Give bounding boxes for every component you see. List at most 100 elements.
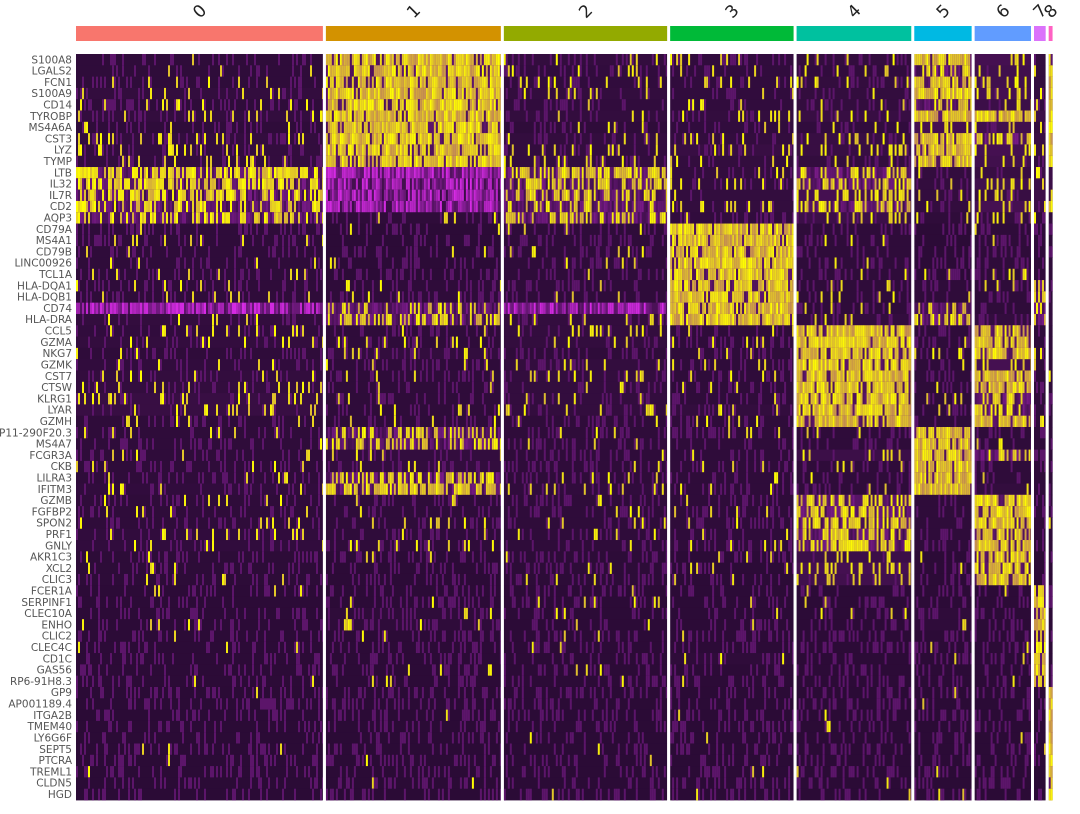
heatmap-cell [940,133,943,145]
heatmap-cell [505,223,508,236]
heatmap-cell [938,155,941,168]
heatmap-cell [455,76,458,89]
heatmap-cell [250,200,252,213]
heatmap-cell [449,87,452,100]
heatmap-cell [802,200,805,213]
heatmap-cell [778,268,781,281]
heatmap-cell [487,76,490,89]
heatmap-cell [176,189,178,202]
heatmap-cell [471,178,474,191]
heatmap-cell [523,223,526,236]
heatmap-cell [126,76,128,89]
heatmap-cell [306,212,308,224]
heatmap-cell [146,280,148,292]
heatmap-cell [591,200,594,213]
heatmap-cell [359,76,362,89]
heatmap-cell [688,155,691,168]
heatmap-cell [986,133,989,145]
heatmap-cell [816,178,819,191]
heatmap-cell [838,268,841,281]
heatmap-cell [820,268,823,281]
heatmap-cell [888,200,891,213]
heatmap-cell [653,155,656,168]
heatmap-cell [611,133,614,145]
heatmap-cell [477,223,480,236]
heatmap-cell [132,178,134,191]
heatmap-cell [120,178,122,191]
heatmap-cell [345,54,348,66]
heatmap-cell [349,189,352,202]
heatmap-cell [728,223,731,236]
heatmap-row-segment [503,144,668,157]
heatmap-cell [457,110,460,123]
heatmap-cell [764,167,767,179]
heatmap-cell [547,178,550,191]
heatmap-cell [734,246,737,258]
heatmap-cell [760,257,763,270]
heatmap-cell [792,223,794,236]
heatmap-cell [387,189,390,202]
heatmap-cell [856,234,859,247]
heatmap-cell [537,110,540,123]
heatmap-cell [158,167,160,179]
heatmap-cell [509,200,512,213]
heatmap-cell [738,110,741,123]
heatmap-cell [908,223,911,236]
heatmap-cell [561,189,564,202]
heatmap-cell [810,234,813,247]
heatmap-cell [397,189,400,202]
heatmap-cell [557,178,560,191]
heatmap-cell [455,110,458,123]
heatmap-cell [950,54,953,66]
heatmap-cell [978,268,981,281]
heatmap-cell [651,200,654,213]
heatmap-cell [236,87,238,100]
heatmap-cell [284,167,286,179]
heatmap-cell [355,65,358,77]
heatmap-cell [850,65,853,77]
heatmap-cell [503,167,506,179]
heatmap-cell [966,212,969,224]
heatmap-cell [144,212,146,224]
heatmap-cell [511,200,514,213]
heatmap-cell [736,212,739,224]
heatmap-cell [427,121,430,134]
heatmap-cell [914,54,917,66]
heatmap-cell [284,280,286,292]
heatmap-row-segment [1034,54,1046,66]
heatmap-cell [276,234,278,247]
heatmap-cell [228,99,230,111]
heatmap-cell [976,212,979,224]
heatmap-cell [1000,133,1003,145]
heatmap-cell [625,200,628,213]
heatmap-cell [335,144,338,157]
heatmap-cell [559,54,562,66]
heatmap-cell [507,167,510,179]
heatmap-cell [611,65,614,77]
heatmap-cell [381,54,384,66]
heatmap-cell [347,99,350,111]
heatmap-cell [142,200,144,213]
heatmap-cell [956,155,959,168]
heatmap-cell [1018,133,1021,145]
heatmap-cell [736,268,739,281]
heatmap-cell [641,110,644,123]
heatmap-cell [493,268,496,281]
heatmap-cell [888,212,891,224]
heatmap-cell [513,189,516,202]
heatmap-cell [481,133,484,145]
heatmap-cell [898,178,901,191]
heatmap-cell [884,200,887,213]
heatmap-cell [226,144,228,157]
heatmap-cell [563,121,566,134]
heatmap-cell [168,200,170,213]
heatmap-cell [443,144,446,157]
heatmap-cell [822,223,825,236]
heatmap-cell [322,189,323,202]
heatmap-cell [162,99,164,111]
heatmap-cell [1008,133,1011,145]
heatmap-cell [172,167,174,179]
heatmap-cell [549,189,552,202]
heatmap-cell [499,54,501,66]
heatmap-cell [894,257,897,270]
